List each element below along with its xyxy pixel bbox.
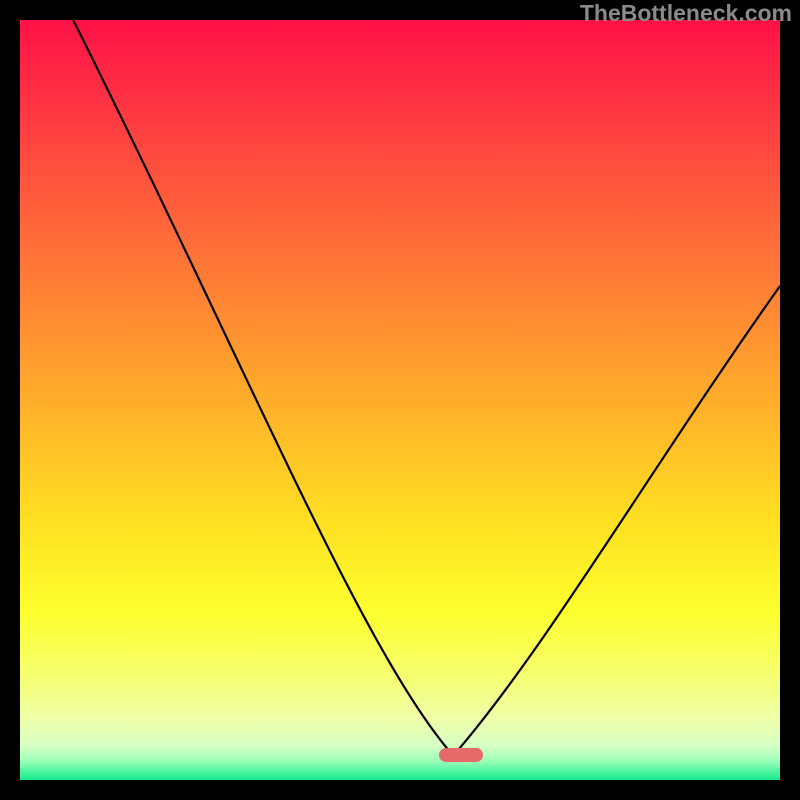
plot-area — [20, 20, 780, 780]
apex-marker — [439, 748, 483, 762]
bottleneck-curve — [20, 20, 780, 780]
v-curve-path — [73, 20, 780, 756]
chart-container: TheBottleneck.com — [0, 0, 800, 800]
watermark-text: TheBottleneck.com — [580, 0, 792, 27]
